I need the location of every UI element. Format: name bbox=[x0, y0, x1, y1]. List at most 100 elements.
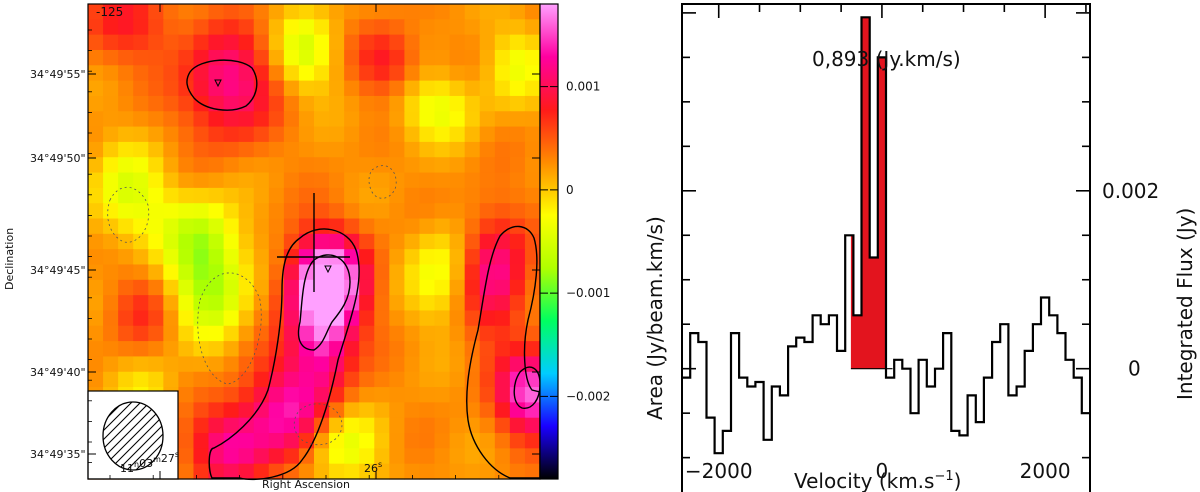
map-pixel bbox=[374, 157, 390, 174]
map-pixel bbox=[314, 356, 330, 373]
map-pixel bbox=[253, 463, 270, 480]
map-pixel bbox=[509, 95, 526, 112]
map-pixel bbox=[283, 387, 300, 403]
map-pixel bbox=[238, 264, 255, 281]
map-pixel bbox=[479, 310, 496, 327]
map-pixel bbox=[449, 249, 466, 266]
map-pixel bbox=[283, 218, 300, 235]
map-pixel bbox=[103, 157, 119, 174]
map-pixel bbox=[449, 417, 466, 434]
map-pixel bbox=[223, 341, 240, 358]
map-pixel bbox=[344, 4, 360, 20]
map-pixel bbox=[253, 417, 270, 434]
dec-tick-label: 34°49'50" bbox=[30, 152, 86, 165]
map-pixel bbox=[163, 279, 179, 296]
map-pixel bbox=[208, 218, 225, 235]
map-pixel bbox=[344, 218, 360, 235]
map-pixel bbox=[494, 4, 511, 20]
map-pixel bbox=[314, 65, 330, 82]
map-pixel bbox=[434, 49, 451, 66]
map-pixel bbox=[419, 463, 436, 480]
map-pixel bbox=[359, 65, 375, 82]
map-pixel bbox=[298, 203, 315, 220]
map-pixel bbox=[268, 34, 285, 51]
map-pixel bbox=[404, 157, 421, 174]
map-pixel bbox=[389, 111, 405, 128]
map-pixel bbox=[464, 310, 481, 327]
map-pixel bbox=[268, 172, 285, 189]
map-pixel bbox=[389, 19, 405, 36]
map-pixel bbox=[103, 264, 119, 281]
map-pixel bbox=[118, 4, 134, 20]
map-pixel bbox=[314, 310, 330, 327]
map-pixel bbox=[509, 279, 526, 296]
map-pixel bbox=[344, 463, 360, 480]
map-pixel bbox=[344, 249, 360, 266]
map-pixel bbox=[163, 249, 179, 266]
map-pixel bbox=[314, 218, 330, 235]
map-pixel bbox=[374, 80, 390, 97]
map-pixel bbox=[133, 111, 149, 128]
map-pixel bbox=[509, 65, 526, 82]
map-pixel bbox=[283, 187, 300, 204]
map-pixel bbox=[223, 126, 240, 143]
map-pixel bbox=[404, 203, 421, 220]
map-pixel bbox=[329, 371, 345, 388]
map-pixel bbox=[329, 80, 345, 97]
map-pixel bbox=[494, 65, 511, 82]
map-pixel bbox=[479, 448, 496, 465]
map-pixel bbox=[208, 341, 225, 358]
map-pixel bbox=[88, 341, 104, 358]
map-pixel bbox=[133, 356, 149, 373]
map-pixel bbox=[223, 80, 240, 97]
map-pixel bbox=[389, 325, 405, 342]
map-pixel bbox=[359, 310, 375, 327]
map-pixel bbox=[148, 203, 164, 220]
contour-top-left bbox=[186, 59, 258, 111]
map-pixel bbox=[524, 187, 541, 204]
map-pixel bbox=[329, 157, 345, 174]
map-pixel bbox=[404, 19, 421, 36]
map-pixel bbox=[298, 448, 315, 465]
map-pixel bbox=[268, 65, 285, 82]
map-pixel bbox=[434, 141, 451, 158]
map-pixel bbox=[419, 433, 436, 449]
colorbar: 0.001 0 −0.001 −0.002 bbox=[539, 3, 610, 480]
map-pixel bbox=[283, 402, 300, 419]
map-pixel bbox=[434, 325, 451, 342]
map-pixel bbox=[524, 264, 541, 281]
y-axis-right-label: Integrated Flux (Jy) bbox=[1173, 208, 1197, 400]
map-pixel bbox=[178, 187, 195, 204]
map-pixel bbox=[193, 249, 210, 266]
map-pixel bbox=[329, 141, 345, 158]
map-pixel bbox=[374, 264, 390, 281]
map-pixel bbox=[223, 233, 240, 250]
map-pixel bbox=[148, 49, 164, 66]
map-pixel bbox=[238, 325, 255, 342]
map-pixel bbox=[298, 49, 315, 66]
map-pixel bbox=[404, 111, 421, 128]
map-pixel bbox=[298, 141, 315, 158]
map-pixel bbox=[103, 233, 119, 250]
map-pixel bbox=[329, 417, 345, 434]
map-pixel bbox=[449, 95, 466, 112]
map-pixel bbox=[283, 341, 300, 358]
map-pixel bbox=[419, 448, 436, 465]
map-pixel bbox=[193, 218, 210, 235]
map-pixel bbox=[208, 126, 225, 143]
map-pixel bbox=[283, 371, 300, 388]
map-pixel bbox=[479, 371, 496, 388]
map-pixel bbox=[449, 187, 466, 204]
map-pixel bbox=[509, 49, 526, 66]
map-pixel bbox=[359, 279, 375, 296]
map-pixel bbox=[374, 172, 390, 189]
colorbar-gradient bbox=[539, 3, 559, 480]
map-pixel bbox=[374, 325, 390, 342]
colorbar-tick-label: −0.001 bbox=[566, 286, 610, 300]
map-pixel bbox=[404, 402, 421, 419]
spectrum-line bbox=[682, 16, 1090, 455]
map-pixel bbox=[298, 463, 315, 480]
map-pixel bbox=[298, 19, 315, 36]
map-pixel bbox=[298, 34, 315, 51]
map-pixel bbox=[268, 264, 285, 281]
